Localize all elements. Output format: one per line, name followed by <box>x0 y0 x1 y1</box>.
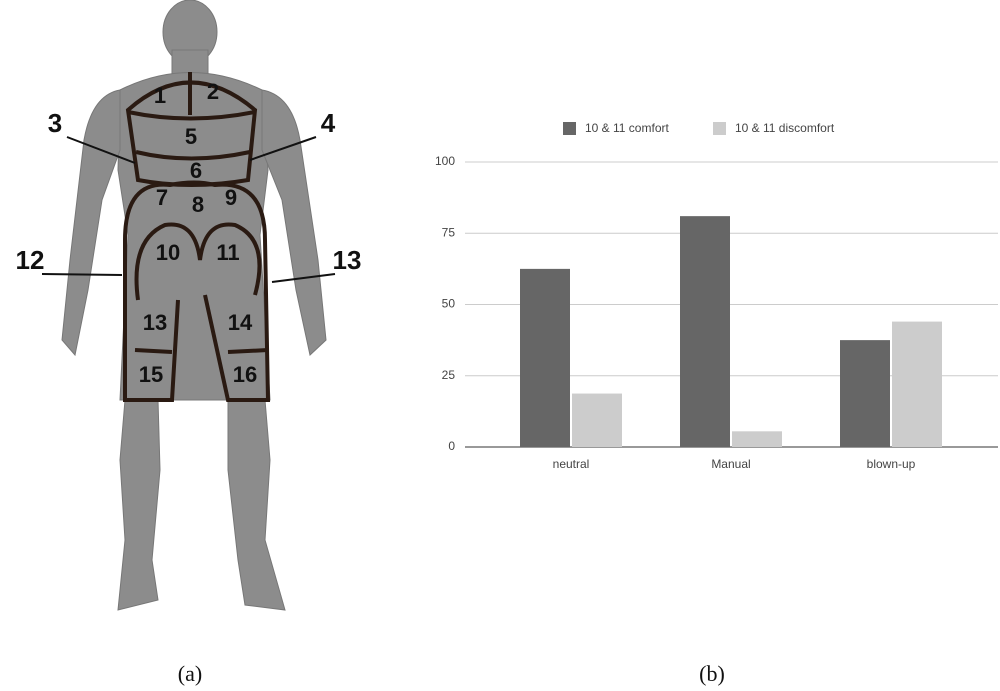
region-label: 11 <box>216 240 239 265</box>
y-tick-label: 100 <box>435 154 455 168</box>
body-silhouette <box>62 0 326 610</box>
callout-label: 13 <box>333 245 362 275</box>
region-label: 16 <box>233 362 257 387</box>
region-label: 15 <box>139 362 163 387</box>
legend-label: 10 & 11 discomfort <box>735 121 835 135</box>
x-tick-label: Manual <box>711 457 750 471</box>
bar <box>520 269 570 447</box>
region-label: 9 <box>225 185 237 210</box>
callout-label: 4 <box>321 108 336 138</box>
region-label: 5 <box>185 124 197 149</box>
y-tick-label: 25 <box>442 368 456 382</box>
region-label: 6 <box>190 158 202 183</box>
callout-label: 12 <box>16 245 45 275</box>
legend-swatch <box>713 122 726 135</box>
bar <box>840 340 890 447</box>
callout-line <box>42 274 122 275</box>
y-tick-label: 0 <box>448 439 455 453</box>
region-label: 8 <box>192 192 204 217</box>
region-label: 7 <box>156 185 168 210</box>
legend-swatch <box>563 122 576 135</box>
x-tick-label: neutral <box>553 457 590 471</box>
region-label: 2 <box>207 79 219 104</box>
region-label: 10 <box>156 240 180 265</box>
region-label: 1 <box>154 83 166 108</box>
bar <box>892 322 942 447</box>
y-tick-label: 75 <box>442 225 456 239</box>
region-label: 14 <box>228 310 253 335</box>
caption: (b) <box>699 661 725 686</box>
callout-label: 3 <box>48 108 62 138</box>
bar <box>732 431 782 447</box>
legend-label: 10 & 11 comfort <box>585 121 669 135</box>
region-label: 13 <box>143 310 167 335</box>
caption: (a) <box>178 661 202 686</box>
bar <box>572 394 622 447</box>
bar <box>680 216 730 447</box>
x-tick-label: blown-up <box>867 457 916 471</box>
y-tick-label: 50 <box>442 297 456 311</box>
figure: 12567891011131415163412130255075100neutr… <box>0 0 1000 691</box>
